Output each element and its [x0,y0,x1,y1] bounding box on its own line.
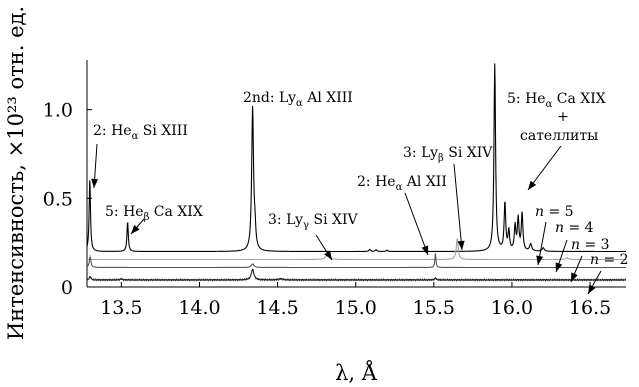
peak-annotation: n = 4 [555,220,594,236]
peak-annotation: n = 2 [590,252,629,268]
spectrum-series-3 [86,253,626,269]
x-axis-title: λ, Å [335,360,378,385]
peak-annotation: n = 3 [571,237,610,253]
arrow-head [131,224,140,234]
x-tick-label: 16.5 [569,297,611,319]
spectrum-series-2 [87,238,626,261]
y-tick-label: 0.5 [43,188,73,210]
peak-annotation: 5: Heβ Ca XIX [105,204,203,223]
peak-annotation: 2: Heα Si XIII [93,123,188,142]
spectrum-series-1 [86,63,626,253]
arrow-head [555,262,563,272]
x-tick-label: 14.0 [178,297,220,319]
annotation-arrow [453,163,463,251]
annotation-arrow [404,192,429,256]
arrow-head [528,180,537,190]
peak-annotation: сателлиты [520,128,598,144]
arrow-head [324,250,332,260]
peak-annotation: 3: Lyγ Si XIV [268,212,358,231]
x-tick-label: 14.5 [256,297,298,319]
spectrum-series-4 [86,268,627,282]
peak-annotation: 2: Heα Al XII [357,174,447,193]
x-tick-label: 13.5 [100,297,142,319]
peak-annotation: n = 5 [535,204,574,220]
axes [86,60,626,288]
x-tick-label: 15.5 [413,297,455,319]
arrow-head [588,284,596,294]
arrow-head [91,178,99,188]
peak-annotation: 3: Lyβ Si XIV [403,145,493,164]
peak-annotation: 5: Heα Ca XIX [507,91,606,110]
x-ticks: 13.5 14.0 14.5 15.0 15.5 16.0 16.5 [100,282,611,319]
annotation-arrow [527,145,562,191]
y-tick-label: 0 [61,277,73,299]
y-axis-title: Интенсивность, ×10²³ отн. ед. [4,6,28,340]
y-tick-label: 1.0 [43,100,73,122]
peak-annotation: + [557,109,569,125]
arrow-head [457,240,465,250]
peak-annotation: 2nd: Lyα Al XIII [243,90,353,109]
arrow-head [421,245,429,255]
y-ticks: 0 0.5 1.0 [43,100,92,299]
annotations: 2: Heα Si XIII 5: Heβ Ca XIX 2nd: Lyα Al X… [91,90,629,295]
arrow-head [571,272,578,282]
spectra [86,63,627,282]
x-tick-label: 16.0 [491,297,533,319]
x-tick-label: 15.0 [335,297,377,319]
arrow-head [536,255,544,265]
